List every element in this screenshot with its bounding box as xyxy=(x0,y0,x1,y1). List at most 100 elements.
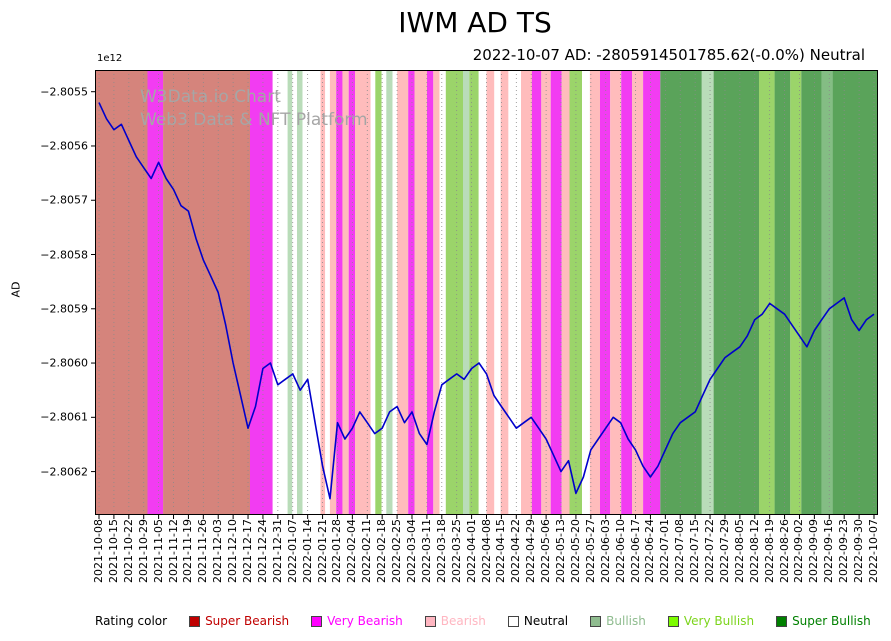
x-tick-label: 2022-08-19 xyxy=(762,519,776,583)
y-tick-label: −2.8056 xyxy=(40,139,88,153)
rating-band-bearish xyxy=(561,70,570,515)
legend-item-very-bullish: Very Bullish xyxy=(667,614,755,628)
legend-item-super-bullish: Super Bullish xyxy=(776,614,871,628)
x-tick-label: 2022-04-29 xyxy=(524,519,538,583)
rating-band-bullish-pale xyxy=(386,70,393,515)
x-tick-label: 2021-12-31 xyxy=(270,519,284,583)
x-tick-label: 2021-11-05 xyxy=(151,519,165,583)
x-tick-label: 2021-11-19 xyxy=(181,519,195,583)
rating-band-very-bearish xyxy=(408,70,415,515)
watermark-line2: Web3 Data & NFT Platform xyxy=(140,110,368,130)
rating-band-very-bullish xyxy=(375,70,382,515)
rating-band-bullish-mid xyxy=(821,70,833,515)
x-tick-label: 2022-03-04 xyxy=(404,519,418,583)
legend-items: Super Bearish Very Bearish Bearish Neutral B… xyxy=(189,614,871,628)
legend-swatch xyxy=(424,615,436,627)
rating-band-bearish xyxy=(610,70,622,515)
x-tick-label: 2022-01-28 xyxy=(330,519,344,583)
x-tick-label: 2021-12-24 xyxy=(255,519,269,583)
rating-band-very-bearish xyxy=(550,70,562,515)
rating-band-very-bullish xyxy=(569,70,582,515)
rating-band-very-bearish xyxy=(427,70,434,515)
rating-band-neutral xyxy=(302,70,321,515)
x-tick-label: 2021-11-26 xyxy=(196,519,210,583)
legend-label: Very Bullish xyxy=(683,614,755,628)
legend-item-bearish: Bearish xyxy=(424,614,486,628)
rating-band-bearish xyxy=(486,70,495,515)
watermark: W3Data.io Chart Web3 Data & NFT Platform xyxy=(140,86,368,132)
x-tick-label: 2022-02-11 xyxy=(360,519,374,583)
x-tick-label: 2022-05-06 xyxy=(539,519,553,583)
rating-band-very-bearish xyxy=(336,70,343,515)
rating-band-bearish xyxy=(414,70,427,515)
y-tick-label: −2.8058 xyxy=(40,248,88,261)
y-tick-label: −2.8055 xyxy=(40,85,88,99)
rating-band-bearish xyxy=(632,70,644,515)
rating-band-bearish xyxy=(320,70,326,515)
x-tick-label: 2021-10-15 xyxy=(106,519,120,583)
x-tick-label: 2022-04-01 xyxy=(464,519,478,583)
rating-band-very-bullish xyxy=(759,70,775,515)
x-tick-label: 2022-09-02 xyxy=(792,519,806,583)
x-tick-label: 2022-04-08 xyxy=(479,519,493,583)
x-tick-label: 2022-02-04 xyxy=(345,519,359,583)
rating-band-bullish xyxy=(660,70,702,515)
legend-title: Rating color xyxy=(95,614,168,628)
rating-band-bullish-pale xyxy=(701,70,714,515)
legend-label: Neutral xyxy=(523,614,569,628)
legend-item-bullish: Bullish xyxy=(590,614,646,628)
x-tick-label: 2022-09-30 xyxy=(852,519,866,583)
legend-swatch xyxy=(590,615,602,627)
rating-band-bearish-blend xyxy=(163,70,250,515)
rating-band-very-bearish xyxy=(643,70,661,515)
rating-band-bullish xyxy=(832,70,878,515)
rating-band-bearish xyxy=(433,70,440,515)
x-tick-label: 2022-08-26 xyxy=(777,519,791,583)
x-tick-label: 2022-05-27 xyxy=(583,519,597,583)
rating-band-neutral xyxy=(439,70,446,515)
legend-swatch xyxy=(776,615,788,627)
x-tick-label: 2022-09-16 xyxy=(822,519,836,583)
legend: Rating color Super Bearish Very Bearish Be… xyxy=(95,614,885,628)
rating-band-bearish xyxy=(500,70,509,515)
legend-label: Bullish xyxy=(606,614,646,628)
legend-item-very-bearish: Very Bearish xyxy=(311,614,403,628)
x-tick-label: 2022-10-07 xyxy=(867,519,880,583)
rating-band-neutral xyxy=(370,70,376,515)
chart-subtitle: 2022-10-07 AD: -2805914501785.62(-0.0%) … xyxy=(472,46,865,64)
x-tick-label: 2021-10-29 xyxy=(136,519,150,583)
rating-band-neutral xyxy=(381,70,387,515)
x-tick-label: 2022-01-14 xyxy=(300,519,314,583)
y-tick-label: −2.8059 xyxy=(40,302,88,316)
rating-band-neutral xyxy=(508,70,521,515)
legend-swatch xyxy=(667,615,679,627)
rating-band-bullish-pale xyxy=(287,70,293,515)
rating-band-bullish-pale xyxy=(297,70,303,515)
x-tick-label: 2022-05-20 xyxy=(568,519,582,583)
rating-band-neutral xyxy=(392,70,398,515)
x-tick-label: 2022-06-24 xyxy=(643,519,657,583)
x-tick-label: 2022-01-07 xyxy=(285,519,299,583)
rating-band-bearish-blend xyxy=(95,70,148,515)
plot-area xyxy=(91,70,878,519)
x-tick-label: 2022-06-10 xyxy=(613,519,627,583)
rating-band-very-bullish xyxy=(445,70,463,515)
rating-band-bearish xyxy=(355,70,371,515)
rating-band-bullish xyxy=(774,70,791,515)
x-tick-label: 2022-09-09 xyxy=(807,519,821,583)
rating-band-bearish xyxy=(589,70,601,515)
x-tick-label: 2022-01-21 xyxy=(315,519,329,583)
x-tick-label: 2021-10-22 xyxy=(121,519,135,583)
legend-item-super-bearish: Super Bearish xyxy=(189,614,289,628)
rating-band-very-bullish xyxy=(790,70,802,515)
rating-band-neutral xyxy=(325,70,330,515)
x-tick-label: 2022-05-13 xyxy=(554,519,568,583)
x-tick-label: 2021-11-12 xyxy=(166,519,180,583)
rating-band-very-bearish xyxy=(621,70,633,515)
rating-band-very-bullish xyxy=(469,70,479,515)
x-tick-label: 2022-06-17 xyxy=(628,519,642,583)
x-tick-label: 2022-04-15 xyxy=(494,519,508,583)
x-tick-label: 2022-02-18 xyxy=(375,519,389,583)
y-tick-label: −2.8057 xyxy=(40,193,88,207)
